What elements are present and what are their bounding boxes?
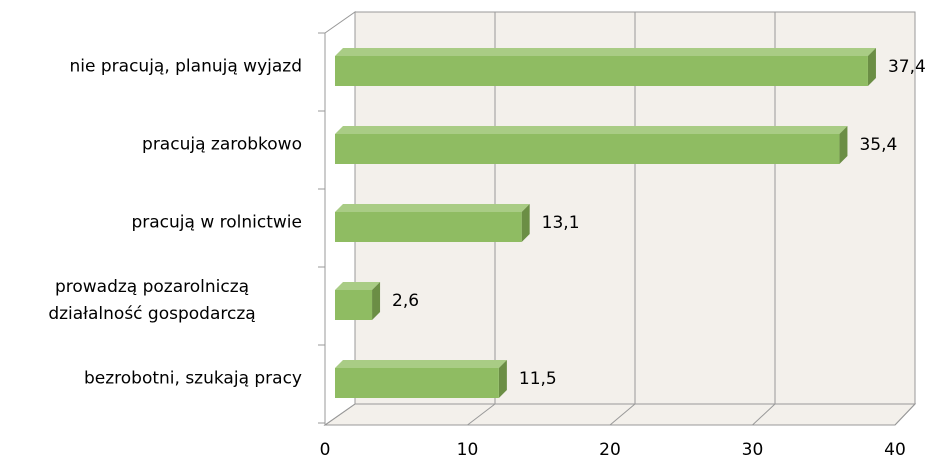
bar-top xyxy=(335,48,876,56)
bar-front xyxy=(335,368,499,398)
floor xyxy=(323,403,917,426)
bar-front xyxy=(335,134,840,164)
bar-front xyxy=(335,212,522,242)
category-label: nie pracują, planują wyjazd xyxy=(69,56,302,77)
bar-top xyxy=(335,282,381,290)
bar-side xyxy=(867,48,876,86)
bar-top xyxy=(335,126,848,134)
value-label: 37,4 xyxy=(888,57,926,77)
bar xyxy=(335,48,876,86)
x-tick-label: 20 xyxy=(599,440,621,459)
bar-top xyxy=(335,204,530,212)
grid-line xyxy=(894,403,916,426)
category-label: bezrobotni, szukają pracy xyxy=(83,368,302,389)
value-label: 11,5 xyxy=(519,369,557,389)
x-tick-label: 40 xyxy=(884,440,906,459)
bar xyxy=(335,282,381,320)
category-label: pracują w rolnictwie xyxy=(131,212,302,233)
bar-top xyxy=(335,360,507,368)
x-tick-label: 30 xyxy=(742,440,764,459)
category-label: prowadzą pozarolniczą działalność gospod… xyxy=(48,277,256,324)
bar xyxy=(335,126,848,164)
x-tick-label: 0 xyxy=(320,440,331,459)
bar-side xyxy=(498,360,507,398)
grid-line xyxy=(609,403,636,426)
bar xyxy=(335,360,507,398)
bar-side xyxy=(839,126,848,164)
value-label: 13,1 xyxy=(542,213,580,233)
bar-side xyxy=(372,282,381,320)
grid-line xyxy=(324,403,356,426)
x-tick-label: 10 xyxy=(457,440,479,459)
category-label: pracują zarobkowo xyxy=(142,134,302,155)
grid-line xyxy=(467,403,496,426)
value-label: 35,4 xyxy=(859,135,897,155)
bar-front xyxy=(335,56,868,86)
bar xyxy=(335,204,530,242)
bar-side xyxy=(521,204,530,242)
grid-line xyxy=(752,403,776,426)
bar-front xyxy=(335,290,373,320)
value-label: 2,6 xyxy=(392,291,419,311)
